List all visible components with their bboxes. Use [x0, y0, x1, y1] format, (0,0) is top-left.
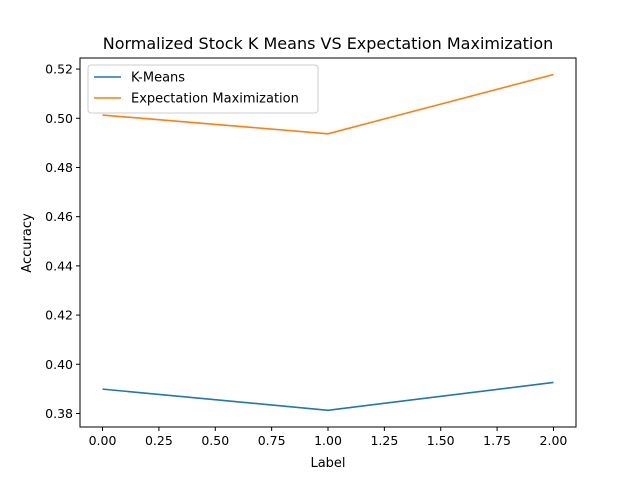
y-tick-label: 0.38 [45, 406, 73, 421]
y-tick-label: 0.52 [45, 62, 73, 77]
x-tick-label: 0.00 [89, 433, 117, 448]
legend-label-0: K-Means [131, 71, 185, 86]
x-tick-label: 1.75 [483, 433, 511, 448]
series-lines [102, 73, 554, 412]
series-line-1 [102, 73, 554, 135]
y-tick-label: 0.44 [45, 258, 73, 273]
y-axis: 0.38 0.40 0.42 0.44 0.46 0.48 0.50 0.52 [45, 62, 80, 421]
x-axis: 0.00 0.25 0.50 0.75 1.00 1.25 1.50 1.75 2.00 [89, 427, 568, 448]
x-tick-label: 1.50 [427, 433, 455, 448]
y-tick-label: 0.48 [45, 160, 73, 175]
x-axis-label: Label [310, 456, 345, 471]
x-tick-label: 0.75 [258, 433, 286, 448]
x-tick-label: 0.50 [201, 433, 229, 448]
x-tick-label: 2.00 [540, 433, 568, 448]
legend-box [87, 64, 319, 114]
legend: K-Means Expectation Maximization [87, 64, 319, 114]
y-tick-label: 0.42 [45, 308, 73, 323]
x-tick-label: 0.25 [145, 433, 173, 448]
y-axis-label: Accuracy [20, 213, 35, 273]
plot-area: 0.00 0.25 0.50 0.75 1.00 1.25 1.50 1.75 2.00 0.3… [45, 57, 577, 448]
y-tick-label: 0.40 [45, 357, 73, 372]
y-tick-label: 0.46 [45, 209, 73, 224]
series-line-0 [102, 381, 554, 412]
x-tick-label: 1.25 [370, 433, 398, 448]
y-tick-label: 0.50 [45, 111, 73, 126]
x-tick-label: 1.00 [314, 433, 342, 448]
legend-label-1: Expectation Maximization [131, 92, 299, 107]
chart-title: Normalized Stock K Means VS Expectation … [103, 34, 554, 53]
